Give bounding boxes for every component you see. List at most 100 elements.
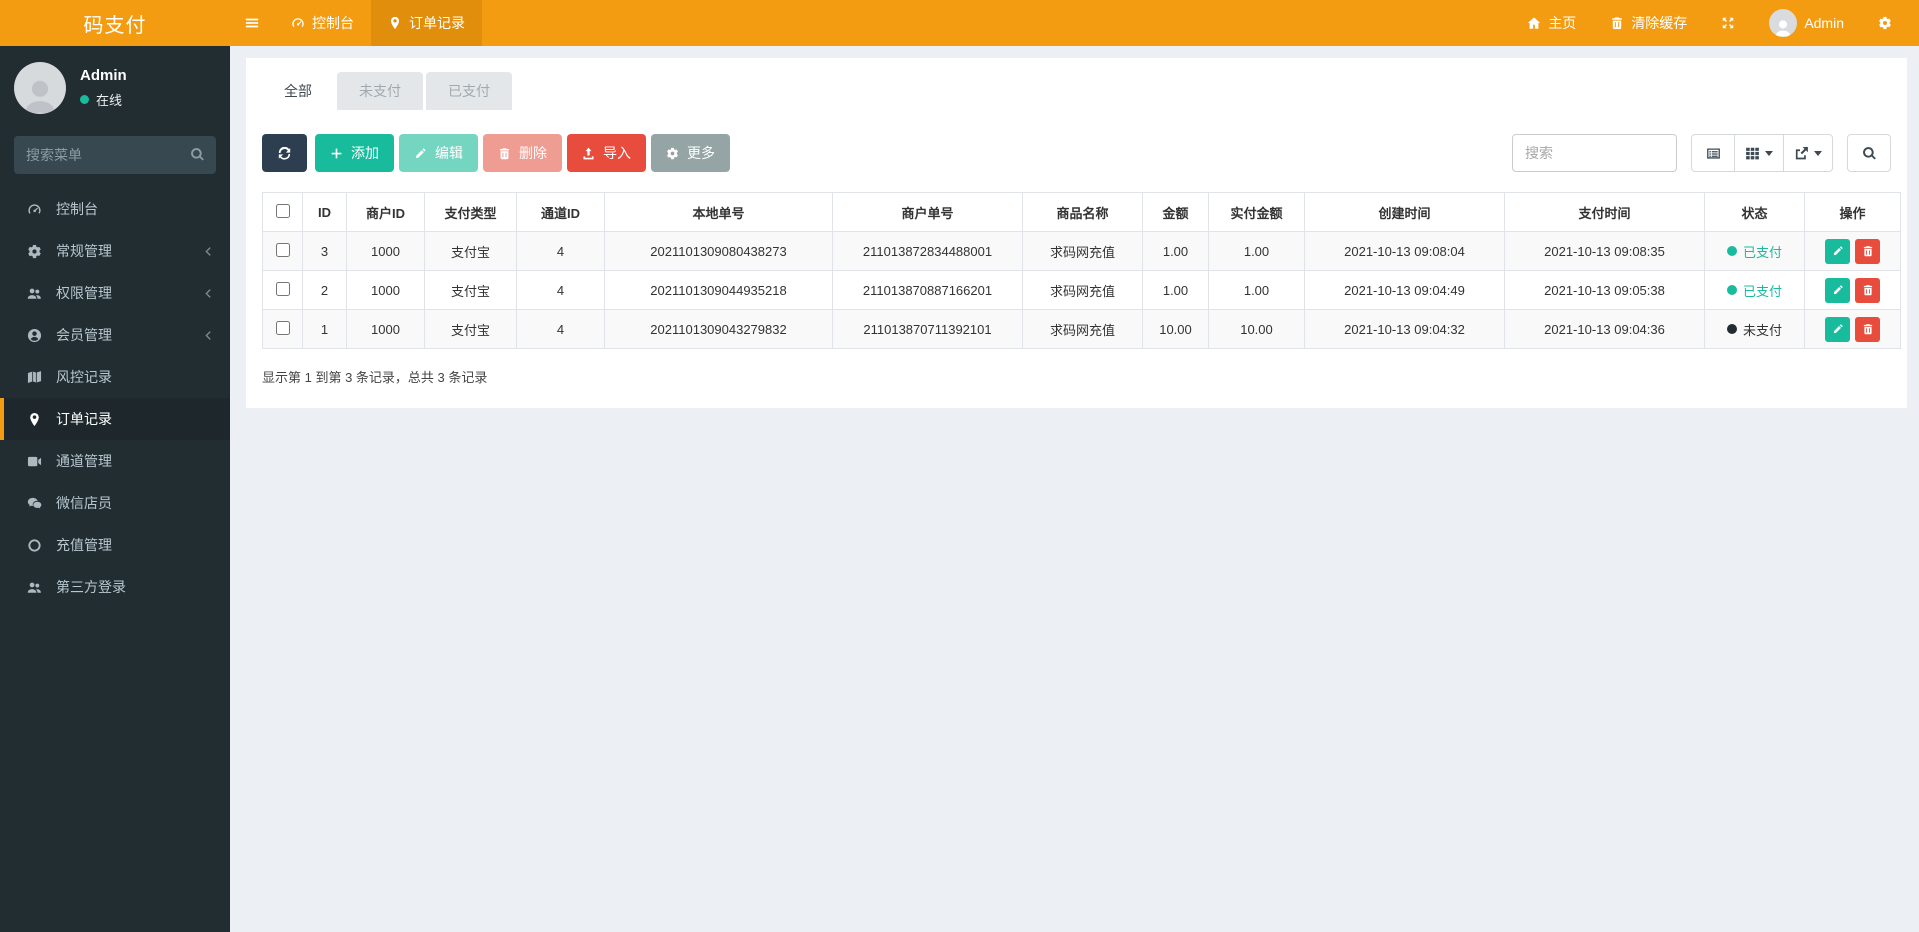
status-dot [1726,285,1737,295]
tab-all[interactable]: 全部 [262,72,334,110]
trash-icon [1862,323,1874,335]
pencil-icon [1832,245,1844,257]
sidebar-item-third-party-login[interactable]: 第三方登录 [0,566,230,608]
nav-item-user[interactable]: Admin [1752,0,1861,46]
cell-id: 2 [302,270,347,310]
video-icon [25,454,43,469]
cell-created-at: 2021-10-13 09:04:32 [1304,309,1505,349]
toggle-view-button[interactable] [1691,134,1735,172]
cell-pay-type: 支付宝 [424,270,517,310]
nav-orders-label: 订单记录 [409,15,465,31]
cell-id: 1 [302,309,347,349]
sidebar-item-wechat-clerk[interactable]: 微信店员 [0,482,230,524]
add-button[interactable]: 添加 [315,134,394,172]
sidebar-item-label: 充值管理 [56,537,112,553]
top-navbar: 码支付 控制台 订单记录 主页 清除缓存 Admin [0,0,1919,46]
nav-item-console[interactable]: 控制台 [274,0,371,46]
col-paid-amount: 实付金额 [1208,192,1305,232]
col-merchant-no: 商户单号 [832,192,1023,232]
row-edit-button[interactable] [1825,238,1850,264]
sidebar-item-label: 控制台 [56,201,98,217]
search-button[interactable] [1847,134,1891,172]
sidebar-toggle-button[interactable] [230,0,274,46]
table-toolbar: 添加 编辑 删除 导入 更多 [262,134,1891,172]
caret-down-icon [1765,150,1773,156]
col-channel-id: 通道ID [516,192,605,232]
row-delete-button[interactable] [1855,316,1880,342]
wechat-icon [25,496,43,511]
fullscreen-button[interactable] [1704,0,1752,46]
row-checkbox[interactable] [275,281,290,296]
add-button-label: 添加 [351,145,379,161]
row-checkbox[interactable] [275,320,290,335]
sidebar-item-label: 常规管理 [56,243,112,259]
more-button[interactable]: 更多 [651,134,730,172]
cell-local-no: 2021101309080438273 [604,231,833,271]
chevron-left-icon [198,287,216,300]
row-checkbox[interactable] [275,242,290,257]
tab-unpaid[interactable]: 未支付 [337,72,423,110]
cell-local-no: 2021101309043279832 [604,309,833,349]
avatar [1769,9,1798,37]
status-badge: 已支付 [1726,281,1782,300]
delete-button[interactable]: 删除 [483,134,562,172]
row-actions [1809,277,1896,303]
col-merchant-id: 商户ID [346,192,425,232]
sidebar-item-label: 风控记录 [56,369,112,385]
gear-icon [666,147,679,160]
circle-icon [25,538,43,553]
tachometer-icon [291,16,305,30]
sidebar-menu: 控制台 常规管理 权限管理 会员管理 风控记录 订单记录 通道管理 微信店员 充… [0,188,230,608]
user-icon [22,78,58,114]
row-edit-button[interactable] [1825,316,1850,342]
row-edit-button[interactable] [1825,277,1850,303]
tab-paid[interactable]: 已支付 [426,72,512,110]
cell-paid-at: 2021-10-13 09:08:35 [1504,231,1705,271]
sidebar-item-label: 微信店员 [56,495,112,511]
cell-merchant-id: 1000 [346,309,425,349]
menu-search-input[interactable] [14,136,216,174]
refresh-button[interactable] [262,134,307,172]
table-search-input[interactable] [1512,134,1677,172]
status-label: 未支付 [1742,322,1782,338]
table-header: ID 商户ID 支付类型 通道ID 本地单号 商户单号 商品名称 金额 实付金额… [262,192,1901,232]
cell-paid-at: 2021-10-13 09:04:36 [1504,309,1705,349]
header-row: ID 商户ID 支付类型 通道ID 本地单号 商户单号 商品名称 金额 实付金额… [262,192,1901,232]
select-all-checkbox[interactable] [275,203,290,218]
nav-user-label: Admin [1804,15,1844,31]
sidebar-item-permission-management[interactable]: 权限管理 [0,272,230,314]
sidebar-item-risk-records[interactable]: 风控记录 [0,356,230,398]
navbar-right-menu: 主页 清除缓存 Admin [1510,0,1919,46]
users-icon [25,286,43,301]
main-content: 全部 未支付 已支付 添加 编辑 删除 导入 更多 [230,46,1919,932]
import-button[interactable]: 导入 [567,134,646,172]
delete-button-label: 删除 [519,145,547,161]
columns-button[interactable] [1734,134,1784,172]
sidebar-item-member-management[interactable]: 会员管理 [0,314,230,356]
trash-icon [1862,284,1874,296]
bars-icon [245,16,259,30]
edit-button[interactable]: 编辑 [399,134,478,172]
export-button[interactable] [1783,134,1833,172]
status-dot [1726,324,1737,334]
sidebar-item-general-management[interactable]: 常规管理 [0,230,230,272]
user-circle-icon [25,328,43,343]
sidebar-search [14,136,216,174]
settings-button[interactable] [1861,0,1909,46]
cell-product: 求码网充值 [1022,309,1143,349]
sidebar-item-console[interactable]: 控制台 [0,188,230,230]
app-brand: 码支付 [83,14,147,37]
sidebar-item-channel-management[interactable]: 通道管理 [0,440,230,482]
sidebar-item-recharge-management[interactable]: 充值管理 [0,524,230,566]
sidebar-item-order-records[interactable]: 订单记录 [0,398,230,440]
nav-item-order-records[interactable]: 订单记录 [371,0,482,46]
upload-icon [582,147,595,160]
chevron-left-icon [198,245,216,258]
nav-item-home[interactable]: 主页 [1510,0,1593,46]
row-delete-button[interactable] [1855,238,1880,264]
map-icon [25,370,43,385]
nav-item-clear-cache[interactable]: 清除缓存 [1593,0,1704,46]
map-marker-icon [388,16,402,30]
row-delete-button[interactable] [1855,277,1880,303]
